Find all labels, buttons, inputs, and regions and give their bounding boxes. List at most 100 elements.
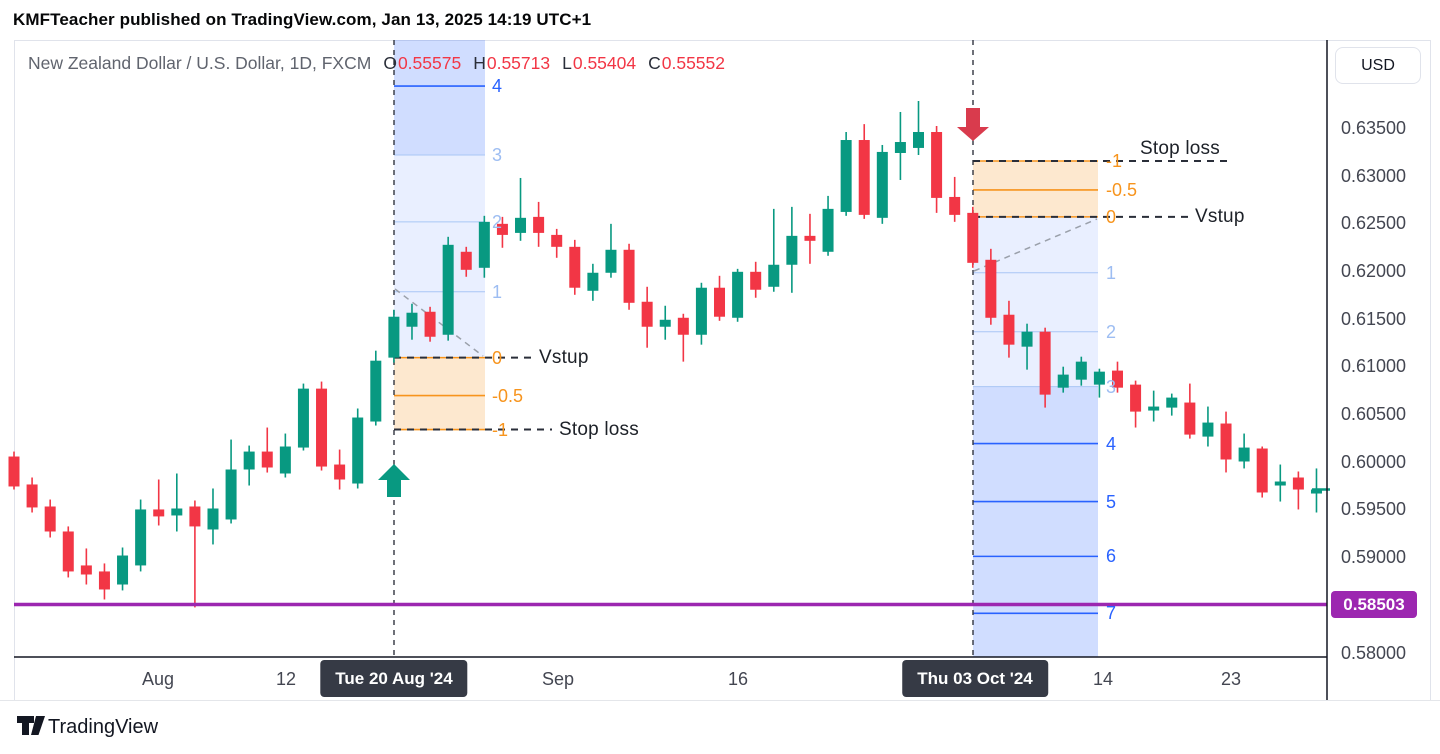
candle-body (985, 259, 997, 318)
price-axis-tick: 0.63000 (1341, 165, 1407, 186)
candle-body (659, 319, 671, 327)
candle-body (98, 571, 110, 590)
entry-label: Vstup (539, 346, 589, 368)
projection-diagonal-dashed (394, 288, 484, 357)
projection-band (394, 40, 485, 155)
candle-body (786, 235, 798, 265)
candle-body (460, 251, 472, 270)
chart-frame-bottom-border (0, 700, 1440, 701)
candle-body (1166, 397, 1178, 408)
candle-body (931, 132, 943, 198)
tradingview-logo-text[interactable]: TradingView (48, 716, 159, 738)
price-axis-tick: 0.62000 (1341, 261, 1407, 282)
candle-body (442, 244, 454, 335)
candle-body (8, 456, 20, 487)
candle-body (62, 531, 74, 572)
candle-body (388, 316, 400, 358)
currency-button[interactable]: USD (1335, 47, 1421, 84)
candle-body (1202, 422, 1214, 437)
chart-frame-left-border (14, 40, 15, 700)
candle-body (641, 301, 653, 327)
fib-level-label: 1 (1106, 262, 1117, 283)
price-axis-tick: 0.62500 (1341, 213, 1407, 234)
fib-level-label: 2 (1106, 321, 1117, 342)
fib-level-label: -1 (492, 419, 509, 440)
stop-loss-label: Stop loss (1140, 137, 1220, 159)
candle-body (967, 212, 979, 263)
candle-body (1057, 374, 1069, 388)
candle-body (261, 451, 273, 468)
ohlc-value: 0.55575 (397, 53, 462, 73)
candle-body (1130, 384, 1142, 412)
candle-body (533, 216, 545, 233)
fib-level-label: 5 (1106, 491, 1117, 512)
ohlc-letter: L (562, 53, 572, 73)
projection-band (973, 387, 1098, 657)
fib-level-label: 1 (492, 281, 503, 302)
candle-body (732, 271, 744, 318)
candle-body (496, 223, 508, 235)
candle-body (623, 249, 635, 303)
candle-body (551, 234, 563, 247)
candle-body (44, 506, 56, 532)
candle-body (352, 417, 364, 484)
candle-body (1093, 371, 1105, 385)
buy-arrow-up-icon[interactable] (378, 464, 410, 497)
ohlc-letter: C (648, 53, 661, 73)
candle-body (207, 508, 219, 530)
candle-body (1310, 489, 1322, 494)
candle-body (1039, 331, 1051, 395)
candle-body (677, 317, 689, 335)
ohlc-value: 0.55404 (572, 53, 637, 73)
price-axis-tick: 0.61500 (1341, 308, 1407, 329)
candle-body (515, 217, 527, 233)
candle-body (26, 484, 38, 508)
price-axis-tick: 0.58000 (1341, 642, 1407, 663)
fib-level-label: 6 (1106, 546, 1117, 567)
candle-body (822, 208, 834, 252)
sell-arrow-down-icon[interactable] (957, 108, 989, 141)
ohlc-values: O0.55575 H0.55713 L0.55404 C0.55552 (371, 53, 725, 73)
candle-body (1111, 370, 1123, 388)
candle-body (714, 287, 726, 317)
fib-level-label: 4 (492, 76, 503, 97)
candle-body (569, 246, 581, 288)
ohlc-letter: H (473, 53, 486, 73)
candle-body (1292, 477, 1304, 490)
fib-level-label: -1 (1106, 150, 1123, 171)
fib-level-label: -0.5 (492, 385, 524, 406)
candle-body (189, 506, 201, 527)
candle-body (605, 249, 617, 273)
candle-body (1003, 314, 1015, 345)
publish-header: KMFTeacher published on TradingView.com,… (13, 10, 592, 29)
chart-frame-right-border (1430, 40, 1431, 700)
candle-body (334, 464, 346, 480)
fib-level-label: 2 (492, 211, 503, 232)
candle-body (1075, 361, 1087, 380)
candle-body (370, 360, 382, 422)
candle-body (858, 140, 870, 215)
fib-level-label: 0 (492, 347, 503, 368)
fib-level-label: 0 (1106, 206, 1117, 227)
candle-body (876, 151, 888, 218)
candle-body (768, 264, 780, 287)
fib-level-label: 3 (492, 144, 503, 165)
candle-body (117, 555, 129, 585)
candle-body (153, 509, 165, 517)
candle-body (1021, 331, 1033, 347)
chart-frame-top-border (14, 40, 1430, 41)
candle-body (1274, 481, 1286, 486)
candle-body (587, 272, 599, 291)
candle-body (406, 312, 418, 327)
candle-body (1184, 402, 1196, 435)
entry-label: Vstup (1195, 205, 1245, 227)
stop-loss-label: Stop loss (559, 418, 639, 440)
projection-band (394, 358, 485, 430)
tradingview-logo-icon[interactable] (16, 715, 46, 742)
candle-body (913, 132, 924, 148)
time-axis-tick: 23 (1220, 669, 1242, 689)
candle-body (297, 388, 309, 448)
candle-body (135, 509, 147, 566)
